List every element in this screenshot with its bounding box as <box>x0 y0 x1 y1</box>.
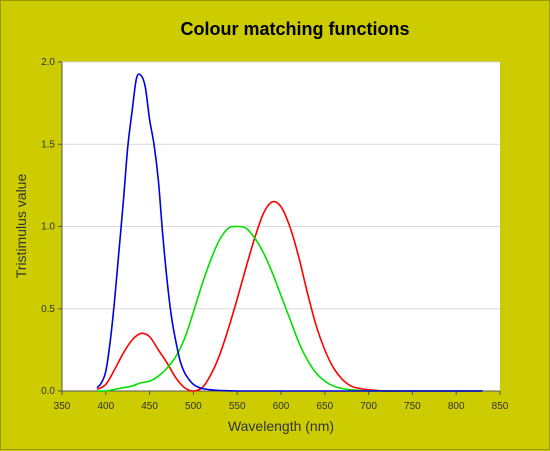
y-tick-label: 0.0 <box>41 386 55 397</box>
x-tick-label: 800 <box>448 401 465 412</box>
series-layer <box>96 73 483 392</box>
x-tick-label: 700 <box>360 401 377 412</box>
series-line-3 <box>96 73 483 392</box>
y-tick-label: 1.0 <box>41 222 55 233</box>
y-tick-label: 2.0 <box>41 57 55 68</box>
x-tick-label: 450 <box>141 401 158 412</box>
y-axis-label: Tristimulus value <box>13 174 29 279</box>
x-axis-label: Wavelength (nm) <box>228 418 334 434</box>
grid-layer <box>62 61 500 310</box>
series-line-1 <box>96 200 483 392</box>
x-tick-label: 350 <box>54 401 71 412</box>
x-tick-label: 600 <box>273 401 290 412</box>
chart-title: Colour matching functions <box>181 19 410 39</box>
x-tick-label: 550 <box>229 401 246 412</box>
x-tick-label: 500 <box>185 401 202 412</box>
y-tick-label: 1.5 <box>41 139 55 150</box>
x-tick-label: 650 <box>316 401 333 412</box>
x-tick-label: 400 <box>97 401 114 412</box>
x-tick-label: 750 <box>404 401 421 412</box>
x-tick-label: 850 <box>492 401 509 412</box>
y-tick-label: 0.5 <box>41 304 55 315</box>
